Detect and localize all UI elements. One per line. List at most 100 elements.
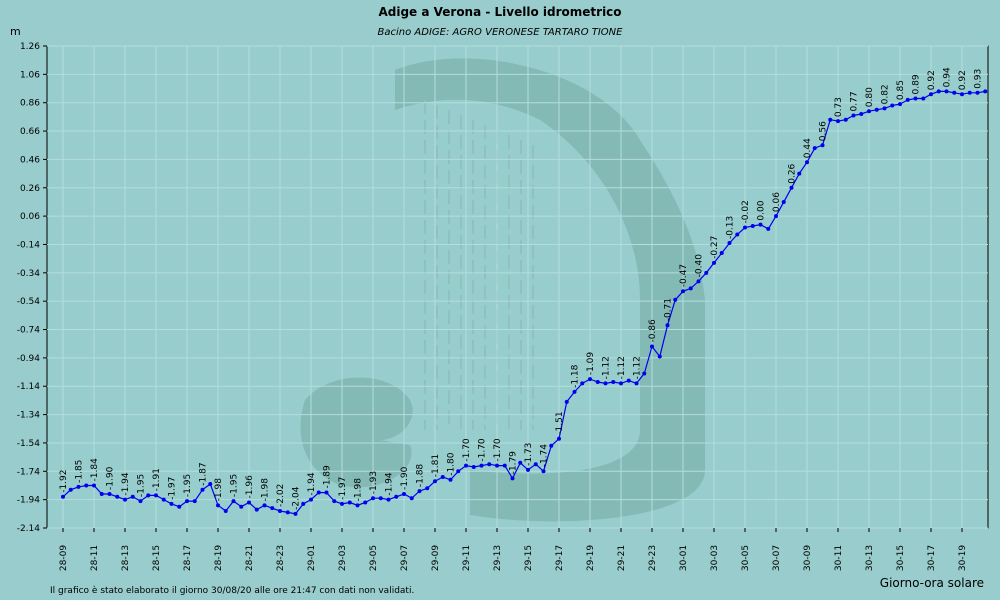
data-point — [355, 503, 360, 508]
data-label: 0.93 — [974, 69, 984, 89]
data-point — [874, 107, 879, 112]
x-tick-label: 28-17 — [183, 545, 193, 571]
data-point — [665, 323, 670, 328]
data-point — [750, 224, 755, 229]
data-label: -1.12 — [617, 356, 627, 379]
data-point — [696, 279, 701, 284]
data-point — [735, 232, 740, 237]
data-point — [161, 497, 166, 502]
data-point — [270, 506, 275, 511]
data-point — [285, 510, 290, 515]
data-label: 0.92 — [958, 70, 968, 90]
data-point — [557, 436, 561, 441]
data-point — [681, 289, 685, 294]
data-label: 0.89 — [912, 74, 922, 94]
data-point — [743, 225, 747, 230]
x-tick-label: 29-15 — [524, 545, 534, 571]
data-point — [766, 226, 771, 231]
data-label: -1.09 — [586, 352, 596, 376]
x-tick-label: 29-21 — [617, 545, 627, 571]
data-label: -1.95 — [230, 474, 240, 497]
x-tick-label: 30-19 — [958, 545, 968, 571]
data-point — [828, 117, 833, 122]
data-point — [138, 499, 143, 504]
data-point — [456, 469, 461, 474]
data-point — [588, 377, 592, 382]
data-point — [107, 491, 112, 496]
data-label: -1.18 — [571, 364, 581, 388]
data-label: -1.92 — [59, 470, 69, 493]
plot-area — [46, 45, 989, 529]
data-point — [719, 250, 724, 255]
y-tick-label: -0.14 — [17, 240, 41, 250]
data-point — [324, 490, 329, 495]
data-point — [208, 482, 213, 487]
data-label: 0.44 — [803, 138, 813, 158]
data-point — [316, 490, 321, 495]
data-label: -1.94 — [307, 472, 317, 496]
data-point — [774, 214, 778, 219]
data-point — [789, 185, 794, 190]
data-label: -1.87 — [199, 462, 209, 485]
data-point — [177, 504, 182, 509]
data-point — [913, 96, 918, 101]
data-label: -1.94 — [121, 472, 131, 496]
x-tick-label: 29-13 — [493, 545, 503, 571]
data-point — [231, 499, 236, 504]
data-label: 0.26 — [788, 163, 798, 183]
grid-lines — [47, 45, 988, 529]
data-point — [371, 496, 375, 501]
x-tick-label: 30-05 — [741, 545, 751, 571]
x-tick-label: 30-11 — [834, 545, 844, 571]
data-point — [402, 491, 406, 496]
data-point — [518, 460, 523, 465]
data-point — [960, 92, 964, 97]
data-point — [921, 96, 926, 101]
data-label: -1.80 — [447, 452, 457, 476]
data-label: 0.80 — [865, 87, 875, 107]
data-label: -1.79 — [509, 451, 519, 475]
data-point — [781, 199, 786, 204]
data-point — [146, 493, 151, 498]
data-label: -1.98 — [354, 478, 364, 502]
data-label: -1.70 — [493, 438, 503, 462]
data-label: -1.70 — [462, 438, 472, 462]
x-tick-label: 29-17 — [555, 545, 565, 571]
data-point — [68, 487, 73, 492]
x-tick-label: 28-13 — [121, 545, 131, 571]
data-label: -0.47 — [679, 264, 689, 287]
x-tick-label: 30-17 — [927, 545, 937, 571]
data-point — [541, 469, 546, 474]
data-point — [797, 171, 802, 176]
y-tick-label: 0.46 — [20, 155, 40, 165]
data-point — [448, 477, 453, 482]
data-point — [929, 92, 933, 97]
data-point — [572, 389, 577, 394]
data-label: 0.94 — [943, 67, 953, 87]
data-label: 0.06 — [772, 192, 782, 212]
data-label: -1.51 — [555, 411, 565, 434]
y-axis-unit: m — [10, 25, 21, 38]
data-point — [580, 381, 585, 386]
data-point — [688, 286, 693, 291]
x-tick-label: 29-09 — [431, 545, 441, 571]
x-tick-label: 28-09 — [59, 545, 69, 571]
data-point — [216, 503, 220, 508]
data-point — [595, 379, 600, 384]
y-tick-label: -0.74 — [17, 326, 41, 336]
data-label: -1.93 — [369, 471, 379, 494]
data-point — [440, 474, 445, 479]
data-point — [394, 494, 399, 499]
data-label: -0.71 — [664, 298, 674, 321]
x-tick-label: 29-19 — [586, 545, 596, 571]
data-point — [905, 97, 910, 102]
x-tick-label: 30-03 — [710, 545, 720, 571]
data-point — [526, 467, 530, 472]
x-tick-label: 29-03 — [338, 545, 348, 571]
y-tick-label: -1.34 — [17, 411, 41, 421]
data-point — [301, 501, 306, 506]
data-point — [340, 501, 344, 506]
data-point — [564, 399, 569, 404]
data-point — [99, 491, 104, 496]
